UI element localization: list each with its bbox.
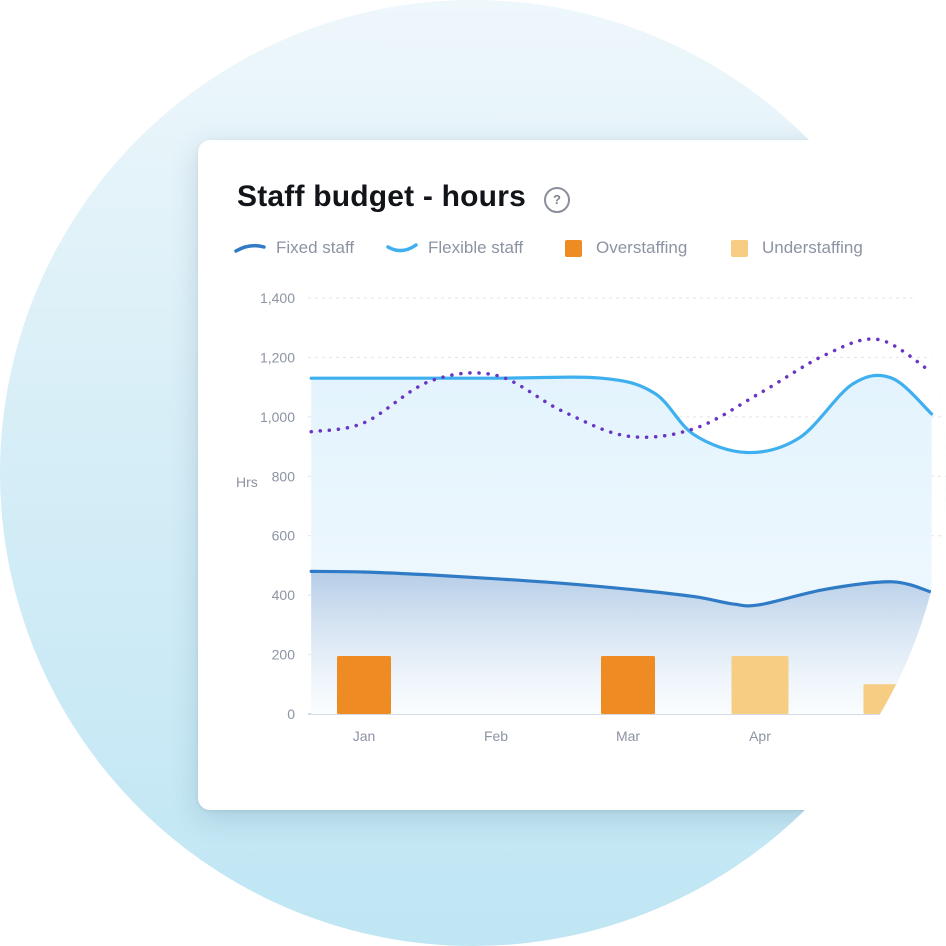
legend-label-fixed-staff: Fixed staff xyxy=(276,238,355,257)
help-icon[interactable]: ? xyxy=(544,187,570,213)
legend-label-flexible-staff: Flexible staff xyxy=(428,238,524,257)
y-tick-label: 0 xyxy=(287,706,295,722)
legend-label-overstaffing: Overstaffing xyxy=(596,238,688,257)
x-tick-label: Jan xyxy=(353,728,376,744)
staff-budget-card: Staff budget - hours ? Fixed staff Flexi… xyxy=(198,140,946,810)
legend-item-understaffing[interactable]: Understaffing xyxy=(731,236,863,260)
bar-overstaffing-1[interactable] xyxy=(601,656,655,714)
bar-understaffing-1[interactable] xyxy=(863,684,921,714)
y-axis-label: Hrs xyxy=(236,474,258,490)
chart-title: Staff budget - hours xyxy=(237,180,526,213)
line-flexible-staff[interactable] xyxy=(309,373,934,455)
legend-item-flexible-staff[interactable]: Flexible staff xyxy=(386,236,523,260)
y-tick-label: 1,400 xyxy=(260,290,295,306)
legend-swatch-overstaffing xyxy=(565,239,582,257)
line-trend[interactable] xyxy=(309,337,934,440)
bar-overstaffing-0[interactable] xyxy=(337,656,391,714)
line-fixed-staff[interactable] xyxy=(309,569,934,608)
legend-line-icon-fixed-staff xyxy=(234,243,266,253)
y-tick-label: 600 xyxy=(272,528,296,544)
y-tick-label: 400 xyxy=(272,587,296,603)
x-tick-label: Mar xyxy=(616,728,640,744)
bar-understaffing-0[interactable] xyxy=(731,656,789,714)
y-tick-label: 1,000 xyxy=(260,409,295,425)
legend-item-overstaffing[interactable]: Overstaffing xyxy=(565,236,687,260)
y-tick-label: 200 xyxy=(272,647,296,663)
chart-plot-area: 0 200 400 600 800 1,000 1,200 1,400 Jan Feb Mar Ap… xyxy=(236,290,946,744)
x-tick-label: Feb xyxy=(484,728,508,744)
y-tick-label: 800 xyxy=(272,468,296,484)
legend-label-understaffing: Understaffing xyxy=(762,238,863,257)
legend-line-icon-flexible-staff xyxy=(386,243,418,253)
x-tick-label: Apr xyxy=(749,728,771,744)
legend-swatch-understaffing xyxy=(731,239,748,257)
y-tick-label: 1,200 xyxy=(260,349,295,365)
legend-item-fixed-staff[interactable]: Fixed staff xyxy=(234,236,354,260)
